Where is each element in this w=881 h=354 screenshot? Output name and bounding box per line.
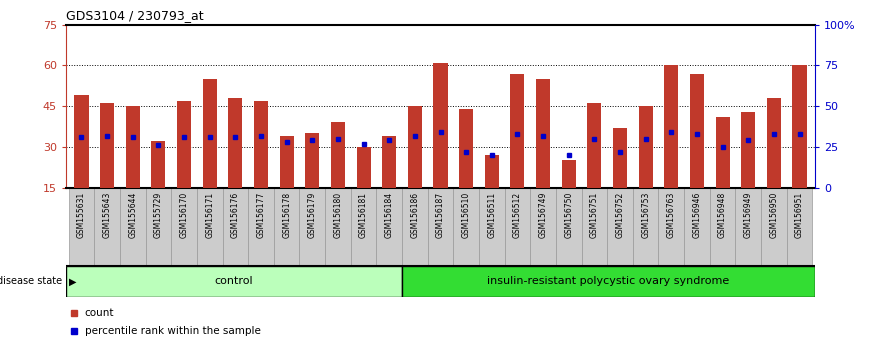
Text: GSM156186: GSM156186 [411,192,419,238]
Text: percentile rank within the sample: percentile rank within the sample [85,326,261,336]
Bar [715,117,729,188]
Bar [607,188,633,266]
Bar [325,188,351,266]
Bar [228,98,242,188]
Bar [787,188,812,266]
Bar [793,65,807,188]
Text: disease state: disease state [0,276,62,286]
Text: GDS3104 / 230793_at: GDS3104 / 230793_at [66,9,204,22]
Bar [454,188,479,266]
Bar [736,188,761,266]
Bar [331,122,345,188]
Bar [376,188,402,266]
Bar [639,106,653,188]
Bar [177,101,191,188]
Bar [145,188,171,266]
Bar [562,160,576,188]
Bar [761,188,787,266]
Text: GSM156949: GSM156949 [744,192,752,238]
Text: GSM156946: GSM156946 [692,192,701,238]
Text: GSM156178: GSM156178 [282,192,291,238]
Bar [203,79,217,188]
Text: count: count [85,308,115,318]
Bar [152,142,166,188]
Text: GSM156749: GSM156749 [538,192,548,238]
Bar [690,74,704,188]
Bar [433,63,448,188]
Bar [74,95,88,188]
Text: GSM156752: GSM156752 [616,192,625,238]
Bar [402,188,427,266]
Bar [633,188,658,266]
Bar [556,188,581,266]
Bar [613,128,627,188]
Bar [305,133,319,188]
Bar [510,74,524,188]
Bar [254,101,268,188]
Text: GSM155644: GSM155644 [129,192,137,238]
Bar [581,188,607,266]
Bar [69,188,94,266]
Bar [408,106,422,188]
Text: GSM156179: GSM156179 [307,192,317,238]
Text: GSM156948: GSM156948 [718,192,727,238]
Text: GSM156176: GSM156176 [231,192,240,238]
Bar [530,188,556,266]
Text: ▶: ▶ [69,276,77,286]
Text: GSM156511: GSM156511 [487,192,496,238]
Text: GSM156950: GSM156950 [769,192,779,238]
Bar [588,103,602,188]
Text: insulin-resistant polycystic ovary syndrome: insulin-resistant polycystic ovary syndr… [487,276,729,286]
Text: GSM156177: GSM156177 [256,192,265,238]
Text: GSM156184: GSM156184 [385,192,394,238]
Bar [685,188,710,266]
Text: GSM156751: GSM156751 [590,192,599,238]
Text: GSM155729: GSM155729 [154,192,163,238]
Text: GSM156510: GSM156510 [462,192,470,238]
Text: GSM156753: GSM156753 [641,192,650,238]
Text: GSM156750: GSM156750 [564,192,574,238]
Text: GSM155643: GSM155643 [102,192,112,238]
Text: GSM156170: GSM156170 [180,192,189,238]
Text: GSM156181: GSM156181 [359,192,368,238]
Bar [382,136,396,188]
Bar [658,188,685,266]
Bar [126,106,140,188]
Bar [536,79,550,188]
Bar [300,188,325,266]
Text: GSM156180: GSM156180 [333,192,343,238]
Text: GSM156171: GSM156171 [205,192,214,238]
Bar [171,188,196,266]
Bar [479,188,505,266]
Bar [766,98,781,188]
Bar [279,136,293,188]
Bar [196,188,223,266]
Bar [274,188,300,266]
Text: GSM156951: GSM156951 [795,192,804,238]
Bar [248,188,274,266]
Bar [664,65,678,188]
Bar [223,188,248,266]
Bar [402,266,815,297]
Bar [741,112,755,188]
Bar [459,109,473,188]
Bar [505,188,530,266]
Text: GSM155631: GSM155631 [77,192,86,238]
Text: control: control [215,276,253,286]
Bar [485,155,499,188]
Bar [351,188,376,266]
Bar [427,188,454,266]
Text: GSM156763: GSM156763 [667,192,676,238]
Bar [100,103,115,188]
Text: GSM156512: GSM156512 [513,192,522,238]
Text: GSM156187: GSM156187 [436,192,445,238]
Bar [94,188,120,266]
Bar [710,188,736,266]
Bar [66,266,402,297]
Bar [120,188,145,266]
Bar [357,147,371,188]
